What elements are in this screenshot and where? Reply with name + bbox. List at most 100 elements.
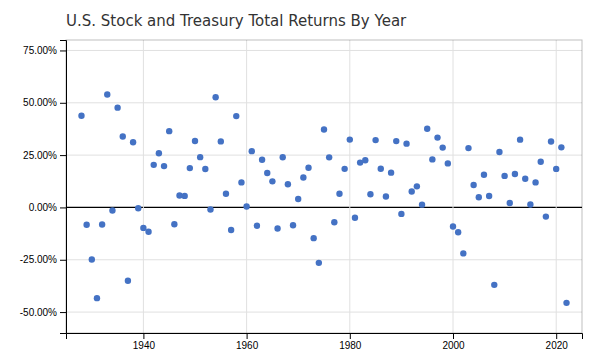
grid: [66, 40, 582, 333]
point: [223, 190, 229, 196]
point: [563, 300, 569, 306]
point: [187, 165, 193, 171]
point: [393, 138, 399, 144]
title: U.S. Stock and Treasury Total Returns By…: [66, 12, 407, 30]
point: [83, 222, 89, 228]
point: [388, 169, 394, 175]
point: [212, 94, 218, 100]
point: [347, 136, 353, 142]
point: [181, 193, 187, 199]
point: [78, 113, 84, 119]
point: [285, 181, 291, 187]
grid-line: [246, 40, 247, 333]
point: [331, 219, 337, 225]
point: [109, 207, 115, 213]
point: [352, 215, 358, 221]
tick-mark: [60, 312, 66, 313]
point: [419, 201, 425, 207]
tick: 1940: [133, 333, 156, 351]
point: [120, 133, 126, 139]
plot-frame: [66, 40, 582, 333]
point: [522, 176, 528, 182]
point: [414, 183, 420, 189]
point: [305, 165, 311, 171]
tick-label: 1940: [133, 340, 156, 351]
tick-mark: [60, 103, 66, 104]
point: [310, 235, 316, 241]
point: [367, 191, 373, 197]
tick-label: 25.00%: [23, 150, 57, 161]
points: [78, 91, 569, 306]
point: [378, 166, 384, 172]
tick-label: 2020: [546, 340, 569, 351]
point: [553, 166, 559, 172]
point: [269, 178, 275, 184]
point: [295, 196, 301, 202]
point: [486, 193, 492, 199]
point: [151, 162, 157, 168]
point: [336, 190, 342, 196]
point: [89, 256, 95, 262]
tick-label: 75.00%: [23, 45, 57, 56]
point: [341, 166, 347, 172]
point: [192, 138, 198, 144]
point: [429, 156, 435, 162]
point: [300, 174, 306, 180]
tick-mark: [60, 207, 66, 208]
point: [470, 182, 476, 188]
point: [460, 250, 466, 256]
tick-label: -25.00%: [20, 254, 57, 265]
tick: 25.00%: [23, 150, 66, 161]
point: [104, 91, 110, 97]
point: [445, 160, 451, 166]
point: [532, 179, 538, 185]
point: [439, 144, 445, 150]
tick-mark: [60, 155, 66, 156]
tick-mark: [247, 333, 248, 339]
y-axis: -50.00% -25.00% 0.00% 25.00% 50.00% 75.00%: [20, 41, 67, 334]
tick-label: 2000: [442, 340, 465, 351]
point: [548, 138, 554, 144]
point: [280, 154, 286, 160]
point: [362, 157, 368, 163]
tick: -50.00%: [20, 307, 66, 318]
point: [125, 278, 131, 284]
point: [434, 134, 440, 140]
tick-mark: [453, 333, 454, 339]
point: [243, 203, 249, 209]
tick-mark: [350, 333, 351, 339]
point: [465, 145, 471, 151]
point: [501, 173, 507, 179]
point: [166, 128, 172, 134]
point: [197, 154, 203, 160]
chart: 1940 1960 1980 2000 2020 -50.00% -25.00% 0.00% 2…: [0, 0, 600, 363]
point: [321, 126, 327, 132]
grid-line: [349, 40, 350, 333]
tick: 1960: [236, 333, 259, 351]
point: [130, 139, 136, 145]
point: [517, 136, 523, 142]
point: [140, 225, 146, 231]
grid-line: [453, 40, 454, 333]
point: [403, 140, 409, 146]
point: [249, 148, 255, 154]
x-axis: 1940 1960 1980 2000 2020: [67, 333, 583, 351]
point: [372, 137, 378, 143]
tick-mark: [60, 50, 66, 51]
point: [491, 282, 497, 288]
point: [409, 188, 415, 194]
tick: -25.00%: [20, 254, 66, 265]
point: [218, 138, 224, 144]
point: [161, 163, 167, 169]
point: [496, 149, 502, 155]
point: [135, 205, 141, 211]
tick-label: -50.00%: [20, 307, 57, 318]
point: [527, 201, 533, 207]
tick-label: 0.00%: [29, 202, 57, 213]
tick-label: 1980: [339, 340, 362, 351]
point: [99, 221, 105, 227]
tick-mark: [143, 333, 144, 339]
point: [145, 228, 151, 234]
tick-label: 50.00%: [23, 97, 57, 108]
axis-line: [67, 334, 583, 340]
